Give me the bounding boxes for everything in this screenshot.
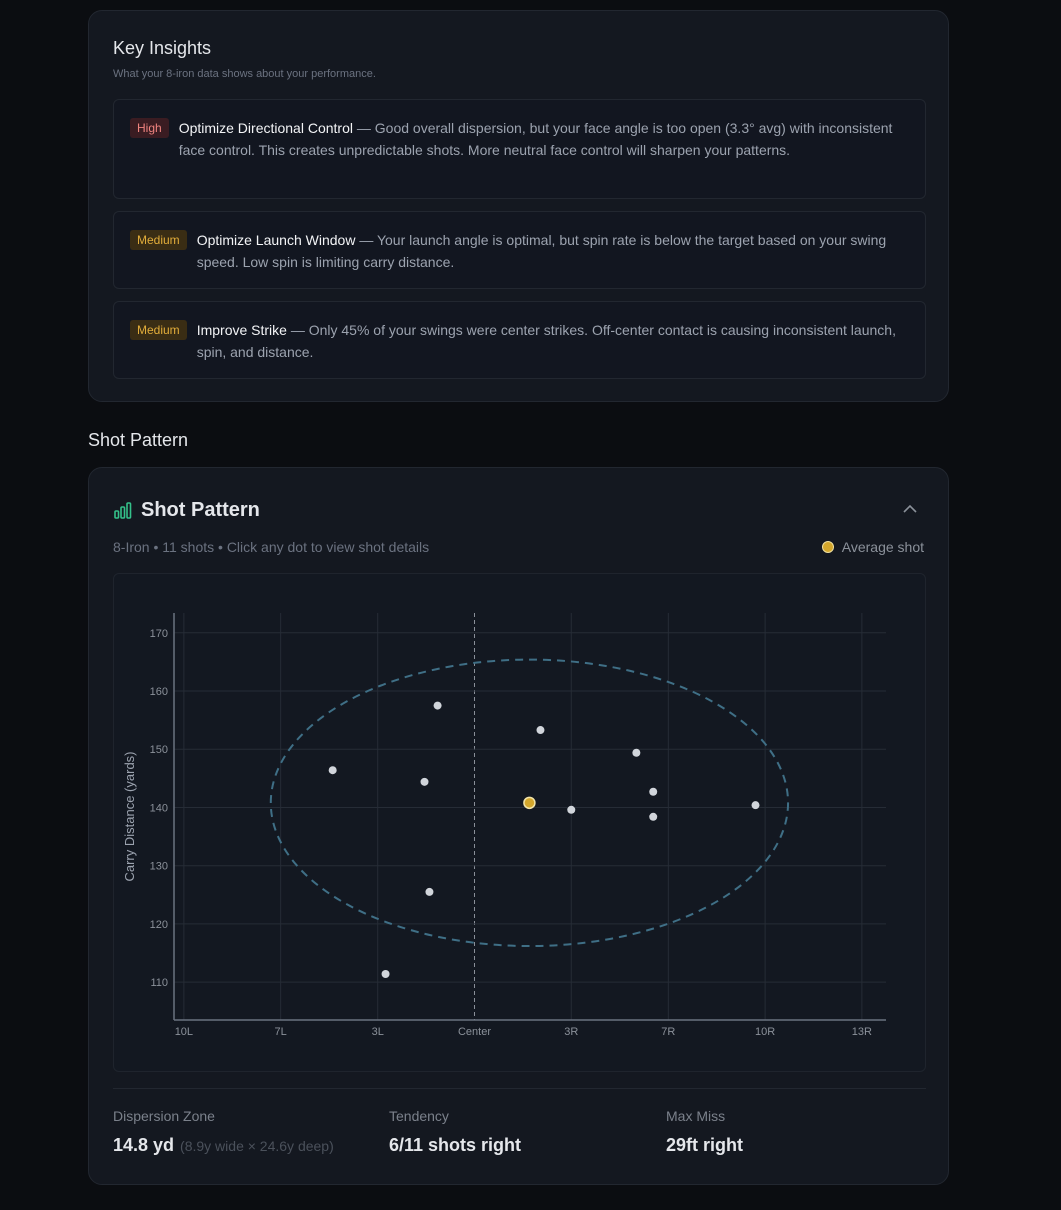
legend-marker <box>821 541 834 553</box>
x-tick-label: 7R <box>661 1026 675 1038</box>
chart-card: Shot Pattern 8-Iron • 11 shots • Click a… <box>88 467 949 1185</box>
priority-badge: High <box>130 118 169 138</box>
stat-value-text: 14.8 yd <box>113 1135 175 1155</box>
chart-icon <box>114 502 132 519</box>
x-tick-label: 7L <box>275 1026 287 1038</box>
y-tick-label: 110 <box>150 977 168 989</box>
y-tick-label: 160 <box>150 686 168 698</box>
y-tick-label: 140 <box>150 802 168 814</box>
stat-label: Dispersion Zone <box>113 1108 215 1124</box>
stat-value: 6/11 shots right <box>389 1135 521 1156</box>
plot-area: 10L 7L 3L Center 3R 7R 10R 13R 110 120 130 140 150 16… <box>113 573 926 1072</box>
insights-title: Key Insights <box>113 38 212 58</box>
y-axis-label: Carry Distance (yards) <box>122 751 137 881</box>
insight-item: Medium Improve Strike — Only 45% of your … <box>113 301 926 379</box>
y-tick-label: 150 <box>150 744 168 756</box>
y-tick-label: 120 <box>150 919 168 931</box>
shot-dot[interactable] <box>425 887 434 896</box>
chart-title: Shot Pattern <box>141 499 260 521</box>
insight-title: Optimize Launch Window <box>196 232 356 248</box>
shot-dot[interactable] <box>328 766 337 775</box>
y-tick-label: 130 <box>150 861 168 873</box>
shot-dot[interactable] <box>567 805 576 814</box>
section-heading: Shot Pattern <box>88 430 189 450</box>
x-tick-label: 3R <box>564 1026 578 1038</box>
chart: 10L 7L 3L Center 3R 7R 10R 13R 110 120 130 140 150 16… <box>122 613 886 1038</box>
legend-label: Average shot <box>841 539 924 555</box>
insight-text: Optimize Directional Control — Good over… <box>179 117 909 198</box>
insights-subtitle: What your 8-iron data shows about your p… <box>113 68 376 80</box>
priority-badge: Medium <box>130 230 187 250</box>
insight-description: — Good overall dispersion, but your face… <box>178 120 893 158</box>
insight-text: Optimize Launch Window — Your launch ang… <box>197 229 909 288</box>
x-tick-label: 10L <box>175 1026 193 1038</box>
shot-dot[interactable] <box>536 726 545 735</box>
stat-label: Max Miss <box>666 1108 726 1124</box>
shot-dot[interactable] <box>433 701 442 710</box>
shot-dot[interactable] <box>420 777 429 786</box>
shot-dot[interactable] <box>649 787 658 796</box>
insight-title: Optimize Directional Control <box>178 120 353 136</box>
x-tick-label: Center <box>458 1026 491 1038</box>
x-tick-label: 13R <box>852 1026 872 1038</box>
stat-value: 14.8 yd (8.9y wide × 24.6y deep) <box>113 1135 334 1156</box>
x-tick-label: 3L <box>372 1026 384 1038</box>
stat-value-text: 29ft right <box>666 1135 744 1155</box>
stat-value-text: 6/11 shots right <box>389 1135 522 1155</box>
stat-label: Tendency <box>389 1108 449 1124</box>
dispersion-ellipse <box>269 658 790 948</box>
shot-dot[interactable] <box>381 970 390 979</box>
legend: Average shot <box>821 539 924 555</box>
priority-badge: Medium <box>130 320 187 340</box>
collapse-button[interactable] <box>903 504 917 514</box>
shot-dot[interactable] <box>751 801 760 810</box>
insight-item: Medium Optimize Launch Window — Your laun… <box>113 211 926 289</box>
shot-dot[interactable] <box>649 812 658 821</box>
chart-subtitle: 8-Iron • 11 shots • Click any dot to vie… <box>113 539 430 555</box>
stat-detail: (8.9y wide × 24.6y deep) <box>180 1138 334 1154</box>
x-tick-label: 10R <box>755 1026 775 1038</box>
y-tick-label: 170 <box>150 628 168 640</box>
divider <box>113 1088 926 1089</box>
insights-card: Key Insights What your 8-iron data shows… <box>88 10 949 402</box>
insight-text: Improve Strike — Only 45% of your swings… <box>197 319 909 378</box>
insight-description: — Your launch angle is optimal, but spin… <box>196 232 887 270</box>
stat-value: 29ft right <box>666 1135 743 1156</box>
insight-item: High Optimize Directional Control — Good … <box>113 99 926 199</box>
shot-dot[interactable] <box>632 748 641 757</box>
insight-description: — Only 45% of your swings were center st… <box>196 322 896 360</box>
insight-title: Improve Strike <box>196 322 287 338</box>
average-dot[interactable] <box>523 796 536 810</box>
